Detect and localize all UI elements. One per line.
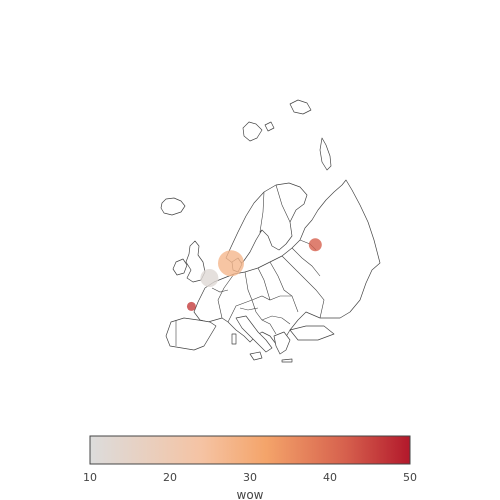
bubble-spain[interactable] (186, 301, 196, 311)
novaya-zemlya-shape (319, 137, 332, 171)
franz-josef-shape (289, 99, 312, 115)
land-layer (160, 99, 381, 363)
bubble-germany[interactable] (218, 250, 244, 277)
colorbar: 10 20 30 40 50 wow (83, 435, 417, 500)
colorbar-tick-label: 30 (243, 471, 257, 484)
bubble-france[interactable] (200, 269, 219, 287)
iberia-shape (165, 317, 217, 351)
colorbar-ticks: 10 20 30 40 50 (83, 471, 417, 484)
colorbar-title: wow (237, 488, 264, 500)
svalbard-shape (242, 121, 263, 142)
bubble-russia[interactable] (308, 238, 322, 252)
svalbard-east-shape (264, 121, 275, 132)
italy-shape (235, 315, 273, 353)
colorbar-tick-label: 20 (163, 471, 177, 484)
greece-shape (273, 331, 291, 355)
colorbar-tick-label: 40 (323, 471, 337, 484)
colorbar-gradient (89, 435, 411, 465)
sicily-shape (249, 351, 263, 361)
bubble-layer (186, 238, 322, 311)
turkey-shape (289, 325, 335, 341)
continent-shape (193, 179, 381, 345)
scandinavia-shape (225, 182, 308, 265)
colorbar-tick-label: 10 (83, 471, 97, 484)
colorbar-tick-label: 50 (403, 471, 417, 484)
ireland-shape (172, 258, 188, 276)
crete-shape (281, 358, 293, 363)
iceland-shape (160, 197, 186, 216)
sardinia-shape (231, 333, 237, 345)
